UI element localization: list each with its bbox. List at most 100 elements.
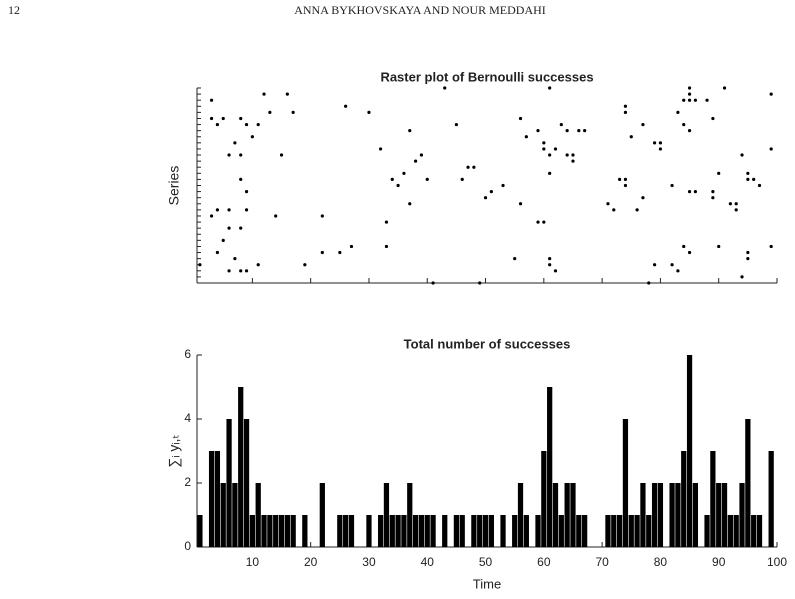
point: [320, 214, 324, 218]
point: [676, 269, 680, 273]
bar: [366, 515, 372, 547]
point: [711, 189, 715, 194]
point: [641, 122, 645, 127]
bar: [552, 483, 559, 547]
bar: [605, 515, 611, 547]
point: [548, 171, 552, 175]
point: [256, 122, 260, 127]
point: [740, 153, 744, 157]
bar: [692, 483, 699, 547]
point: [746, 257, 750, 261]
point: [431, 281, 435, 285]
point: [349, 244, 354, 249]
point: [553, 147, 558, 151]
point: [221, 238, 225, 242]
bar: [564, 483, 570, 547]
x-tick-label: 90: [712, 555, 726, 569]
bar: [768, 451, 774, 547]
point: [244, 122, 249, 127]
point: [513, 257, 517, 261]
bar: [377, 515, 384, 547]
point: [548, 257, 552, 261]
point: [250, 135, 254, 139]
x-tick-label: 70: [595, 555, 609, 569]
x-tick-label: 10: [246, 555, 260, 569]
point: [623, 104, 628, 108]
point: [413, 159, 418, 163]
point: [635, 208, 639, 212]
bar: [430, 515, 436, 547]
bar: [226, 419, 232, 547]
bar: [249, 515, 255, 547]
bar: [407, 483, 413, 547]
x-tick-label: 100: [767, 555, 787, 569]
point: [320, 250, 324, 255]
point: [687, 98, 692, 102]
point: [658, 141, 663, 145]
point: [268, 110, 272, 114]
point: [209, 116, 214, 121]
bar: [727, 515, 733, 547]
bar: [208, 451, 215, 547]
point: [518, 202, 523, 206]
point: [215, 250, 220, 255]
bar: [669, 483, 675, 547]
point: [478, 281, 482, 285]
point: [244, 208, 249, 212]
point: [542, 141, 546, 145]
bar: [482, 515, 489, 547]
point: [244, 189, 249, 194]
point: [419, 153, 424, 157]
point: [612, 208, 616, 212]
bar: [232, 483, 238, 547]
bar: [389, 515, 395, 547]
point: [209, 98, 214, 102]
point: [262, 92, 266, 96]
bar: [220, 483, 226, 547]
point: [571, 153, 575, 157]
point: [746, 177, 750, 182]
point: [227, 269, 231, 273]
point: [460, 177, 464, 182]
bar: [477, 515, 483, 547]
point: [390, 177, 394, 182]
bar: [459, 515, 465, 547]
bar: [442, 515, 448, 547]
point: [548, 263, 552, 267]
point: [379, 147, 383, 151]
bar: [576, 515, 582, 547]
bar: [412, 515, 419, 547]
point: [215, 208, 220, 212]
bar: [418, 515, 425, 547]
point: [746, 171, 750, 175]
bar: [651, 483, 658, 547]
point: [629, 135, 633, 139]
point: [483, 196, 488, 200]
bar: [488, 515, 494, 547]
point: [769, 92, 773, 96]
bar: [319, 483, 325, 547]
point: [682, 98, 686, 102]
bar: [512, 515, 518, 547]
point: [757, 183, 762, 188]
point: [285, 92, 289, 96]
point: [425, 177, 429, 182]
bar: [710, 451, 716, 547]
point: [769, 244, 773, 249]
point: [687, 250, 692, 255]
point: [670, 263, 674, 267]
running-head: ANNA BYKHOVSKAYA AND NOUR MEDDAHI: [294, 3, 546, 17]
point: [740, 275, 744, 279]
point: [722, 86, 727, 90]
point: [542, 147, 546, 151]
bar: [622, 419, 629, 547]
point: [233, 141, 237, 145]
bar: [337, 515, 343, 547]
bar: [255, 483, 261, 547]
point: [565, 153, 569, 157]
bar: [273, 515, 279, 547]
point: [215, 122, 220, 127]
point: [227, 208, 231, 212]
chart-title: Raster plot of Bernoulli successes: [380, 69, 593, 84]
bar: [214, 451, 221, 547]
